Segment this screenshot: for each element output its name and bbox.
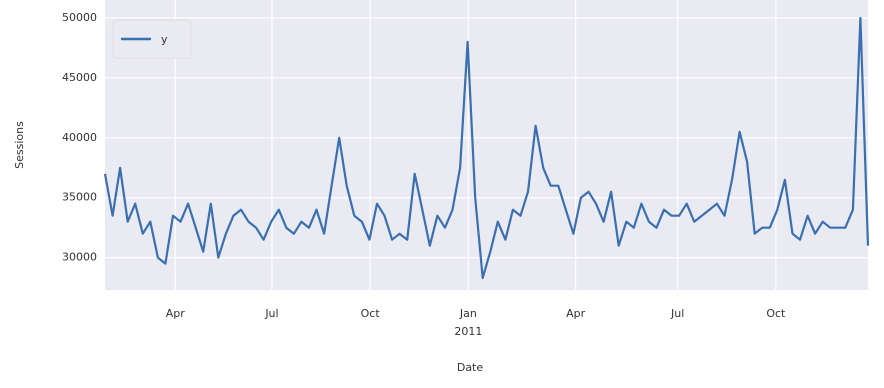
x-tick-label: Jul <box>264 307 278 320</box>
legend-box <box>112 19 192 59</box>
y-tick-label: 45000 <box>62 71 97 84</box>
y-tick-label: 30000 <box>62 251 97 264</box>
legend-label: y <box>161 33 168 46</box>
x-tick-label: Jan 2011 <box>454 307 482 338</box>
y-tick-label: 40000 <box>62 131 97 144</box>
line <box>103 16 870 280</box>
plot-background <box>105 0 868 290</box>
x-tick-label: Apr <box>566 307 586 320</box>
y-tick-label: 50000 <box>62 11 97 24</box>
x-tick-label: Apr <box>166 307 186 320</box>
y-axis-label: Sessions <box>13 121 26 169</box>
y-tick-label: 35000 <box>62 191 97 204</box>
x-tick-label: Oct <box>766 307 786 320</box>
x-tick-label: Oct <box>361 307 381 320</box>
x-axis-label: Date <box>457 361 484 374</box>
x-tick-label: Jul <box>670 307 684 320</box>
